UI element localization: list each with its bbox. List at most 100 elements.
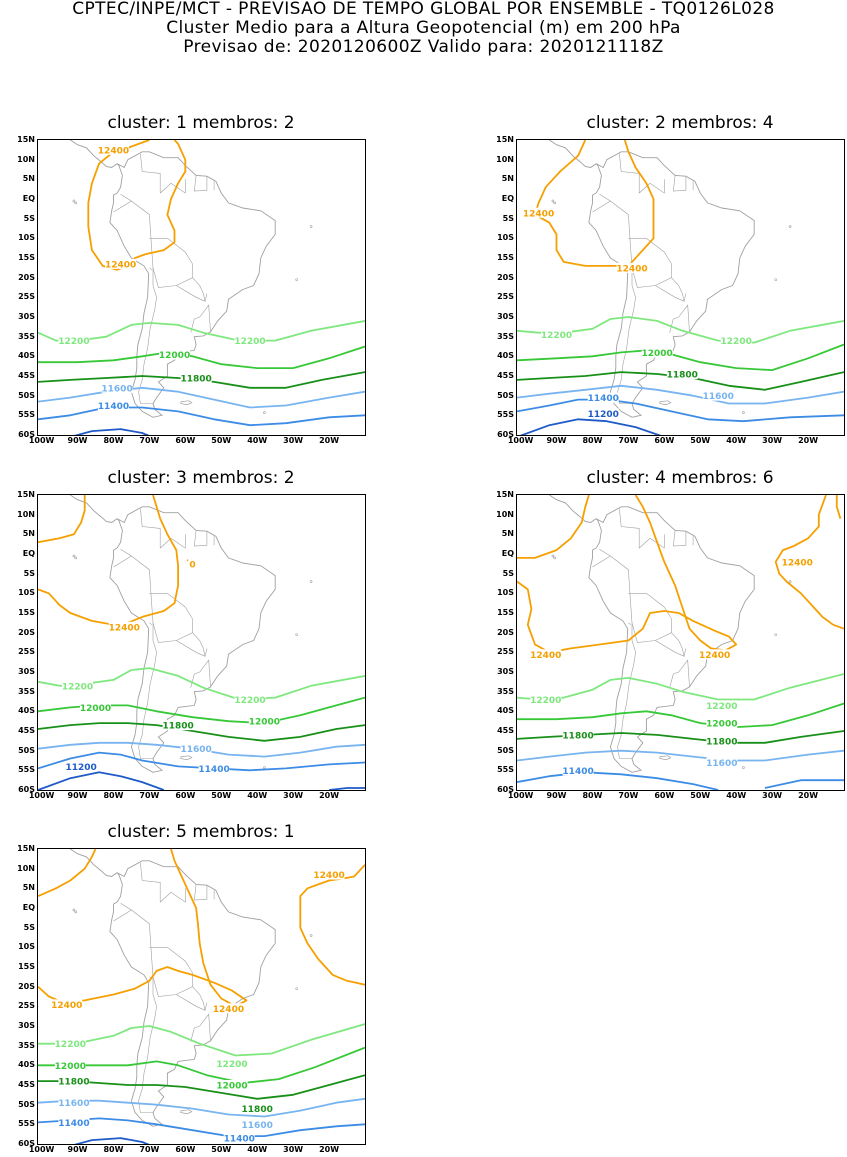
contour-label: 12400 [213,1005,244,1015]
latitude-tick-label: 30S [18,1021,35,1030]
latitude-tick-label: 60S [497,430,514,439]
longitude-tick-label: 90W [67,436,88,445]
header-subtitle-line: Cluster Medio para a Altura Geopotencial… [166,18,681,38]
country-border [120,903,132,911]
country-border [192,632,206,657]
contour-line [329,787,365,790]
cluster-1-map-svg: 12400 12400 12200 12200 12000 11800 11600 11400 [38,140,365,435]
latitude-tick-label: 10N [496,509,514,519]
latitude-tick-label: 10N [17,509,35,519]
central-america-coastline [549,495,597,523]
contour-label-background [313,869,345,880]
contour-label: 12000 [55,1062,86,1072]
contour-label-background [706,757,738,768]
contour-label: 12000 [706,720,737,730]
contour-line [517,495,590,559]
longitude-tick-label: 40W [726,436,747,445]
country-border [638,534,665,549]
contour-label: 11800 [706,737,737,747]
contour-label-background [781,556,813,567]
contour-label-background [216,1058,248,1069]
island-marker [72,554,76,558]
contour-label: 12200 [234,337,265,347]
longitude-tick-label: 100W [28,1145,55,1154]
latitude-tick-label: 25S [18,292,35,302]
contour-label: 12200 [234,696,265,706]
contour-label: 11600 [242,1121,273,1131]
contour-line [38,1074,365,1100]
contour-label: 11800 [242,1105,273,1115]
longitude-tick-label: 50W [211,436,232,445]
latitude-tick-label: 25S [497,292,514,302]
contour-label-background [198,763,230,774]
longitude-tick-label: 70W [139,1145,160,1154]
island-marker [74,556,78,560]
country-border [610,200,672,288]
latitude-tick-label: 55S [497,410,514,420]
country-border [113,555,132,568]
longitude-tick-label: 50W [690,436,711,445]
longitude-tick-label: 40W [247,436,268,445]
latitude-tick-label: 5N [501,529,514,539]
contour-label: 11600 [101,384,132,394]
country-border [176,285,208,302]
country-border [194,1013,211,1041]
country-border [673,304,690,332]
contour-line [38,495,86,544]
longitude-tick-label: 30W [283,436,304,445]
contour-label-background [223,1133,255,1144]
longitude-tick-label: 50W [211,1145,232,1154]
longitude-tick-label: 100W [507,791,534,800]
contour-line [38,495,179,626]
contour-label: 11400 [562,767,593,777]
longitude-tick-label: 60W [175,1145,196,1154]
contour-line [38,386,365,409]
latitude-tick-label: 40S [18,706,35,716]
latitude-tick-label: 20S [497,627,514,637]
contour-label: 11600 [706,759,737,769]
country-border [638,179,665,194]
cluster-4-map-svg: 12400 12400 12400 12200 12200 12000 11800 11800… [517,495,844,790]
longitude-tick-label: 80W [103,1145,124,1154]
contour-label: 12200 [58,337,89,347]
contour-label-background [530,694,562,705]
latitude-tick-label: 10N [496,154,514,164]
longitude-tick-label: 60W [654,791,675,800]
latitude-tick-label: 60S [497,785,514,794]
cluster-4-map: 12400 12400 12400 12200 12200 12000 11800 11800… [516,494,845,791]
longitude-tick-label: 80W [103,436,124,445]
longitude-tick-label: 40W [726,791,747,800]
latitude-tick-label: 15S [18,253,35,262]
contour-label-background [65,761,97,772]
south-america-coastline [109,506,276,773]
contour-label-background [248,716,280,727]
latitude-tick-label: 15N [17,490,35,499]
country-border [628,622,632,626]
contour-label-background [188,558,197,569]
latitude-tick-label: 5S [23,213,35,223]
contour-label: 11400 [588,394,619,404]
latitude-tick-label: 5S [502,213,514,223]
contour-line [38,849,248,1008]
island-marker [788,580,792,583]
contour-label-background [616,262,648,273]
country-border [673,659,690,687]
latitude-tick-label: 45S [497,371,514,380]
country-border [599,194,611,202]
contour-label-background [58,1117,90,1128]
header-dates-line: Previsao de: 2020120600Z Valido para: 20… [183,37,664,57]
contour-label-background [58,1076,90,1087]
contour-label: 12400 [782,558,813,568]
island-marker [263,766,266,769]
contour-label: 11200 [588,410,619,420]
island-marker [742,411,745,414]
contour-line [764,779,844,789]
contour-line [38,1097,365,1118]
latitude-tick-label: 15N [496,135,514,144]
figure-header: CPTEC/INPE/MCT - PREVISAO DE TEMPO GLOBA… [0,0,847,57]
cluster-2-map: 12400 12400 12200 12200 12000 11800 11600 11400… [516,139,845,436]
country-border [671,632,685,657]
contour-label: 12200 [62,682,93,692]
longitude-tick-label: 30W [283,791,304,800]
latitude-tick-label: 15S [497,608,514,617]
